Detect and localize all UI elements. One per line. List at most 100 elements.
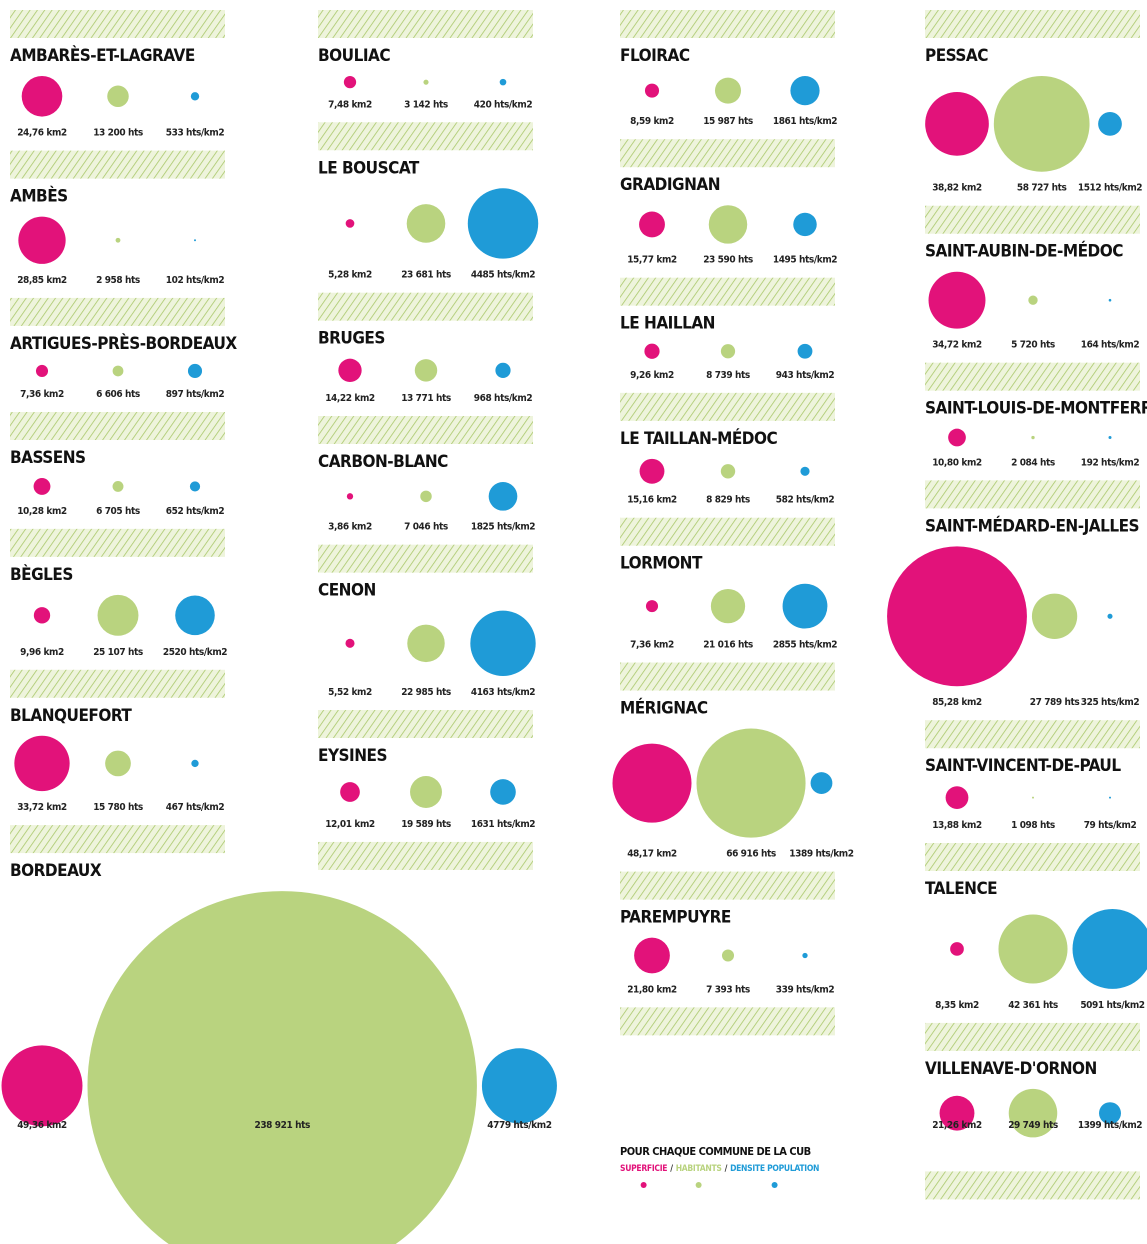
bubble bbox=[406, 204, 446, 243]
commune-name: AMBÈS bbox=[10, 185, 68, 207]
hatch-band bbox=[620, 1007, 835, 1036]
value-label: 27 789 hts bbox=[1030, 697, 1080, 708]
bubble bbox=[33, 607, 51, 624]
bubble bbox=[18, 216, 66, 264]
value-label: 48,17 km2 bbox=[627, 849, 677, 860]
value-label: 38,82 km2 bbox=[932, 183, 982, 194]
value-label: 1 098 hts bbox=[1011, 820, 1055, 831]
bubble bbox=[948, 428, 966, 447]
value-label: 13,88 km2 bbox=[932, 820, 982, 831]
legend-entry: HABITANTS bbox=[676, 1164, 722, 1174]
bubble bbox=[802, 952, 808, 959]
commune-name: BLANQUEFORT bbox=[10, 706, 132, 726]
value-label: 13 771 hts bbox=[401, 393, 451, 404]
value-label: 5 720 hts bbox=[1011, 340, 1055, 351]
value-label: 28,85 km2 bbox=[17, 275, 67, 286]
bubble bbox=[639, 458, 665, 484]
value-label: 12,01 km2 bbox=[325, 819, 375, 830]
bubble bbox=[782, 583, 828, 629]
hatch-band bbox=[318, 122, 533, 151]
bubble bbox=[1031, 435, 1035, 440]
bubble bbox=[644, 343, 660, 359]
hatch-band bbox=[925, 1171, 1140, 1200]
bubble bbox=[645, 600, 659, 613]
hatch-band bbox=[925, 480, 1140, 509]
bubble bbox=[21, 76, 63, 117]
value-label: 5091 hts/km2 bbox=[1080, 1000, 1144, 1011]
hatch-band bbox=[620, 139, 835, 168]
hatch-band bbox=[925, 1022, 1140, 1051]
commune-name: VILLENAVE-D'ORNON bbox=[925, 1059, 1097, 1079]
commune-name: PESSAC bbox=[925, 46, 988, 66]
bubble bbox=[420, 490, 432, 503]
value-label: 5,28 km2 bbox=[328, 270, 372, 281]
commune-name: SAINT-VINCENT-DE-PAUL bbox=[925, 756, 1121, 776]
value-label: 13 200 hts bbox=[93, 128, 143, 139]
value-label: 15,16 km2 bbox=[627, 495, 677, 506]
hatch-band bbox=[318, 292, 533, 321]
bubble bbox=[1032, 796, 1034, 799]
value-label: 1631 hts/km2 bbox=[471, 819, 535, 830]
bubble bbox=[410, 776, 442, 808]
value-label: 8 829 hts bbox=[706, 495, 750, 506]
hatch-band bbox=[620, 517, 835, 546]
value-label: 22 985 hts bbox=[401, 687, 451, 698]
value-label: 968 hts/km2 bbox=[474, 393, 533, 404]
hatch-band bbox=[318, 710, 533, 739]
legend-dot bbox=[640, 1182, 647, 1188]
commune-name: BASSENS bbox=[10, 448, 86, 468]
value-label: 2855 hts/km2 bbox=[773, 640, 837, 651]
commune-name: GRADIGNAN bbox=[620, 175, 720, 195]
value-label: 1825 hts/km2 bbox=[471, 522, 535, 533]
hatch-band bbox=[10, 669, 225, 698]
bubble bbox=[499, 78, 507, 86]
value-label: 238 921 hts bbox=[254, 1120, 310, 1131]
bubble bbox=[998, 914, 1068, 984]
value-label: 2 958 hts bbox=[96, 275, 140, 286]
hatch-band bbox=[10, 150, 225, 179]
value-label: 1399 hts/km2 bbox=[1078, 1120, 1142, 1131]
bubble bbox=[612, 743, 692, 823]
value-label: 7,36 km2 bbox=[20, 389, 64, 400]
bubble bbox=[115, 237, 121, 243]
value-label: 8,59 km2 bbox=[630, 116, 674, 127]
value-label: 9,96 km2 bbox=[20, 647, 64, 658]
value-label: 4163 hts/km2 bbox=[471, 687, 535, 698]
bubble bbox=[1109, 796, 1111, 799]
value-label: 15 780 hts bbox=[93, 802, 143, 813]
bubble bbox=[414, 359, 438, 382]
value-label: 23 590 hts bbox=[703, 255, 753, 266]
value-label: 582 hts/km2 bbox=[776, 495, 835, 506]
bubble bbox=[87, 891, 477, 1244]
value-label: 9,26 km2 bbox=[630, 370, 674, 381]
value-label: 42 361 hts bbox=[1008, 1000, 1058, 1011]
bubble bbox=[488, 482, 518, 511]
bubble bbox=[1, 1045, 83, 1127]
value-label: 7,36 km2 bbox=[630, 640, 674, 651]
bubble bbox=[407, 624, 445, 663]
bubble bbox=[1028, 295, 1038, 305]
legend-labels: SUPERFICIE / HABITANTS / DENSITE POPULATION bbox=[620, 1164, 819, 1174]
bubble bbox=[112, 480, 124, 492]
bubble bbox=[887, 546, 1027, 687]
commune-name: LE HAILLAN bbox=[620, 314, 715, 334]
bubble bbox=[939, 1095, 975, 1131]
commune-name: SAINT-LOUIS-DE-MONTFERRAND bbox=[925, 399, 1147, 419]
hatch-band bbox=[318, 10, 533, 38]
legend-separator: / bbox=[725, 1164, 728, 1174]
value-label: 164 hts/km2 bbox=[1081, 340, 1140, 351]
hatch-band bbox=[925, 205, 1140, 234]
bubble bbox=[1099, 1102, 1121, 1125]
commune-name: LE TAILLAN-MÉDOC bbox=[620, 427, 778, 449]
value-label: 6 606 hts bbox=[96, 389, 140, 400]
commune-name: EYSINES bbox=[318, 746, 387, 766]
hatch-band bbox=[620, 392, 835, 421]
value-label: 21 016 hts bbox=[703, 640, 753, 651]
bubble bbox=[644, 83, 660, 98]
legend-dot bbox=[695, 1182, 702, 1188]
bubble bbox=[696, 728, 806, 838]
bubble bbox=[639, 211, 665, 238]
bubble bbox=[107, 85, 129, 108]
value-label: 652 hts/km2 bbox=[166, 506, 225, 517]
commune-name: ARTIGUES-PRÈS-BORDEAUX bbox=[10, 332, 237, 354]
